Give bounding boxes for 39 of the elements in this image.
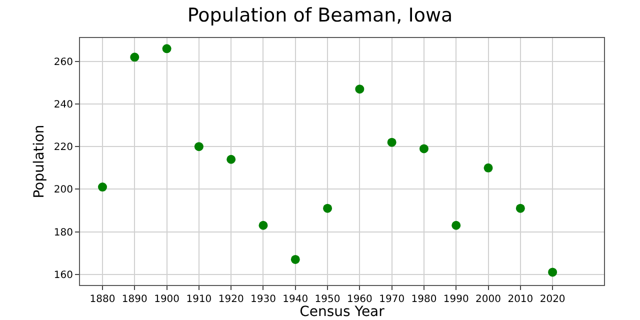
point <box>162 44 172 54</box>
y-axis-title: Population <box>32 124 48 198</box>
x-tick-label: 1990 <box>443 294 469 305</box>
point <box>258 220 268 230</box>
y-tick-label: 220 <box>54 142 73 154</box>
y-tick-label: 180 <box>54 227 73 238</box>
point <box>355 84 364 94</box>
x-tick-label: 1940 <box>282 294 308 305</box>
point <box>548 268 558 277</box>
chart-title: Population of Beaman, Iowa <box>187 4 453 26</box>
x-tick-label: 1960 <box>346 294 372 305</box>
x-tick-label: 2000 <box>476 294 501 305</box>
x-tick-label: 1950 <box>314 294 340 305</box>
point <box>452 220 461 230</box>
x-tick-label: 1970 <box>379 294 405 305</box>
point <box>290 254 300 264</box>
point <box>516 204 525 213</box>
point <box>419 144 428 154</box>
x-tick-label: 1920 <box>218 294 244 305</box>
x-tick-label: 1890 <box>122 294 148 305</box>
y-tick-label: 260 <box>54 56 73 68</box>
y-tick-label: 200 <box>54 184 73 196</box>
point <box>484 163 493 172</box>
x-axis-title: Census Year <box>300 304 385 320</box>
point <box>387 138 396 147</box>
y-tick-label: 160 <box>54 270 73 281</box>
x-tick-label: 1980 <box>411 294 437 305</box>
x-tick-label: 1880 <box>90 294 116 305</box>
y-tick-label: 240 <box>54 100 73 111</box>
x-tick-label: 2020 <box>540 294 566 305</box>
point <box>130 52 140 62</box>
point <box>226 154 236 164</box>
point <box>194 142 204 152</box>
x-tick-label: 2010 <box>508 294 534 305</box>
x-tick-label: 1910 <box>186 294 212 305</box>
x-tick-label: 1900 <box>154 294 180 305</box>
point <box>323 204 332 213</box>
x-tick-label: 1930 <box>250 294 276 305</box>
point <box>98 182 107 192</box>
